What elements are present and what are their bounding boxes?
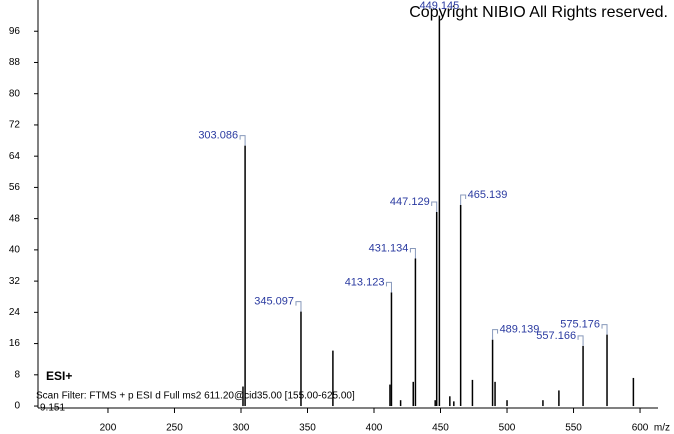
y-tick-label: 24 <box>9 307 21 318</box>
label-bracket <box>409 247 416 259</box>
label-bracket <box>460 194 467 205</box>
x-tick-label: 600 <box>632 423 649 434</box>
x-tick-label: 250 <box>166 423 183 434</box>
peak-label: 303.086 <box>198 130 238 142</box>
label-bracket <box>295 301 302 312</box>
x-tick-label: 350 <box>299 423 316 434</box>
y-tick-label: 8 <box>14 369 20 380</box>
x-tick-label: 200 <box>100 423 117 434</box>
y-tick-label: 80 <box>9 88 21 99</box>
y-tick-label: 32 <box>9 276 21 287</box>
label-bracket <box>431 201 438 213</box>
label-bracket <box>385 281 392 293</box>
peak-label: 557.166 <box>536 330 576 342</box>
x-tick-label: 550 <box>565 423 582 434</box>
label-bracket <box>239 135 246 146</box>
label-bracket <box>601 324 608 335</box>
y-tick-label: 16 <box>9 338 21 349</box>
y-tick-label: 64 <box>9 151 21 162</box>
x-tick-label: 500 <box>499 423 516 434</box>
y-tick-label: 96 <box>9 26 21 37</box>
peak-label: 345.097 <box>254 295 294 307</box>
x-tick-label: 400 <box>366 423 383 434</box>
y-tick-label: 56 <box>9 182 21 193</box>
copyright: Copyright NIBIO All Rights reserved. <box>409 4 668 21</box>
peak-label: 447.129 <box>390 196 430 208</box>
label-bracket <box>577 335 584 346</box>
x-tick-label: 450 <box>432 423 449 434</box>
y-tick-label: 72 <box>9 120 21 131</box>
y-tick-label: 0 <box>14 401 20 412</box>
peak-label: 489.139 <box>500 324 540 336</box>
x-axis-label: m/z <box>654 423 670 434</box>
y-tick-label: 88 <box>9 57 21 68</box>
scan-filter: Scan Filter: FTMS + p ESI d Full ms2 611… <box>36 391 355 402</box>
peak-label: 465.139 <box>468 189 508 201</box>
peak-label: 449.145 <box>419 0 459 12</box>
label-bracket <box>492 329 499 340</box>
peak-label: 431.134 <box>369 242 409 254</box>
y-tick-label: 48 <box>9 213 21 224</box>
y-tick-label: 40 <box>9 245 21 256</box>
x-tick-label: 300 <box>233 423 250 434</box>
peak-label: 575.176 <box>560 319 600 331</box>
peak-label: 413.123 <box>345 276 385 288</box>
ionization: ESI+ <box>46 369 72 383</box>
